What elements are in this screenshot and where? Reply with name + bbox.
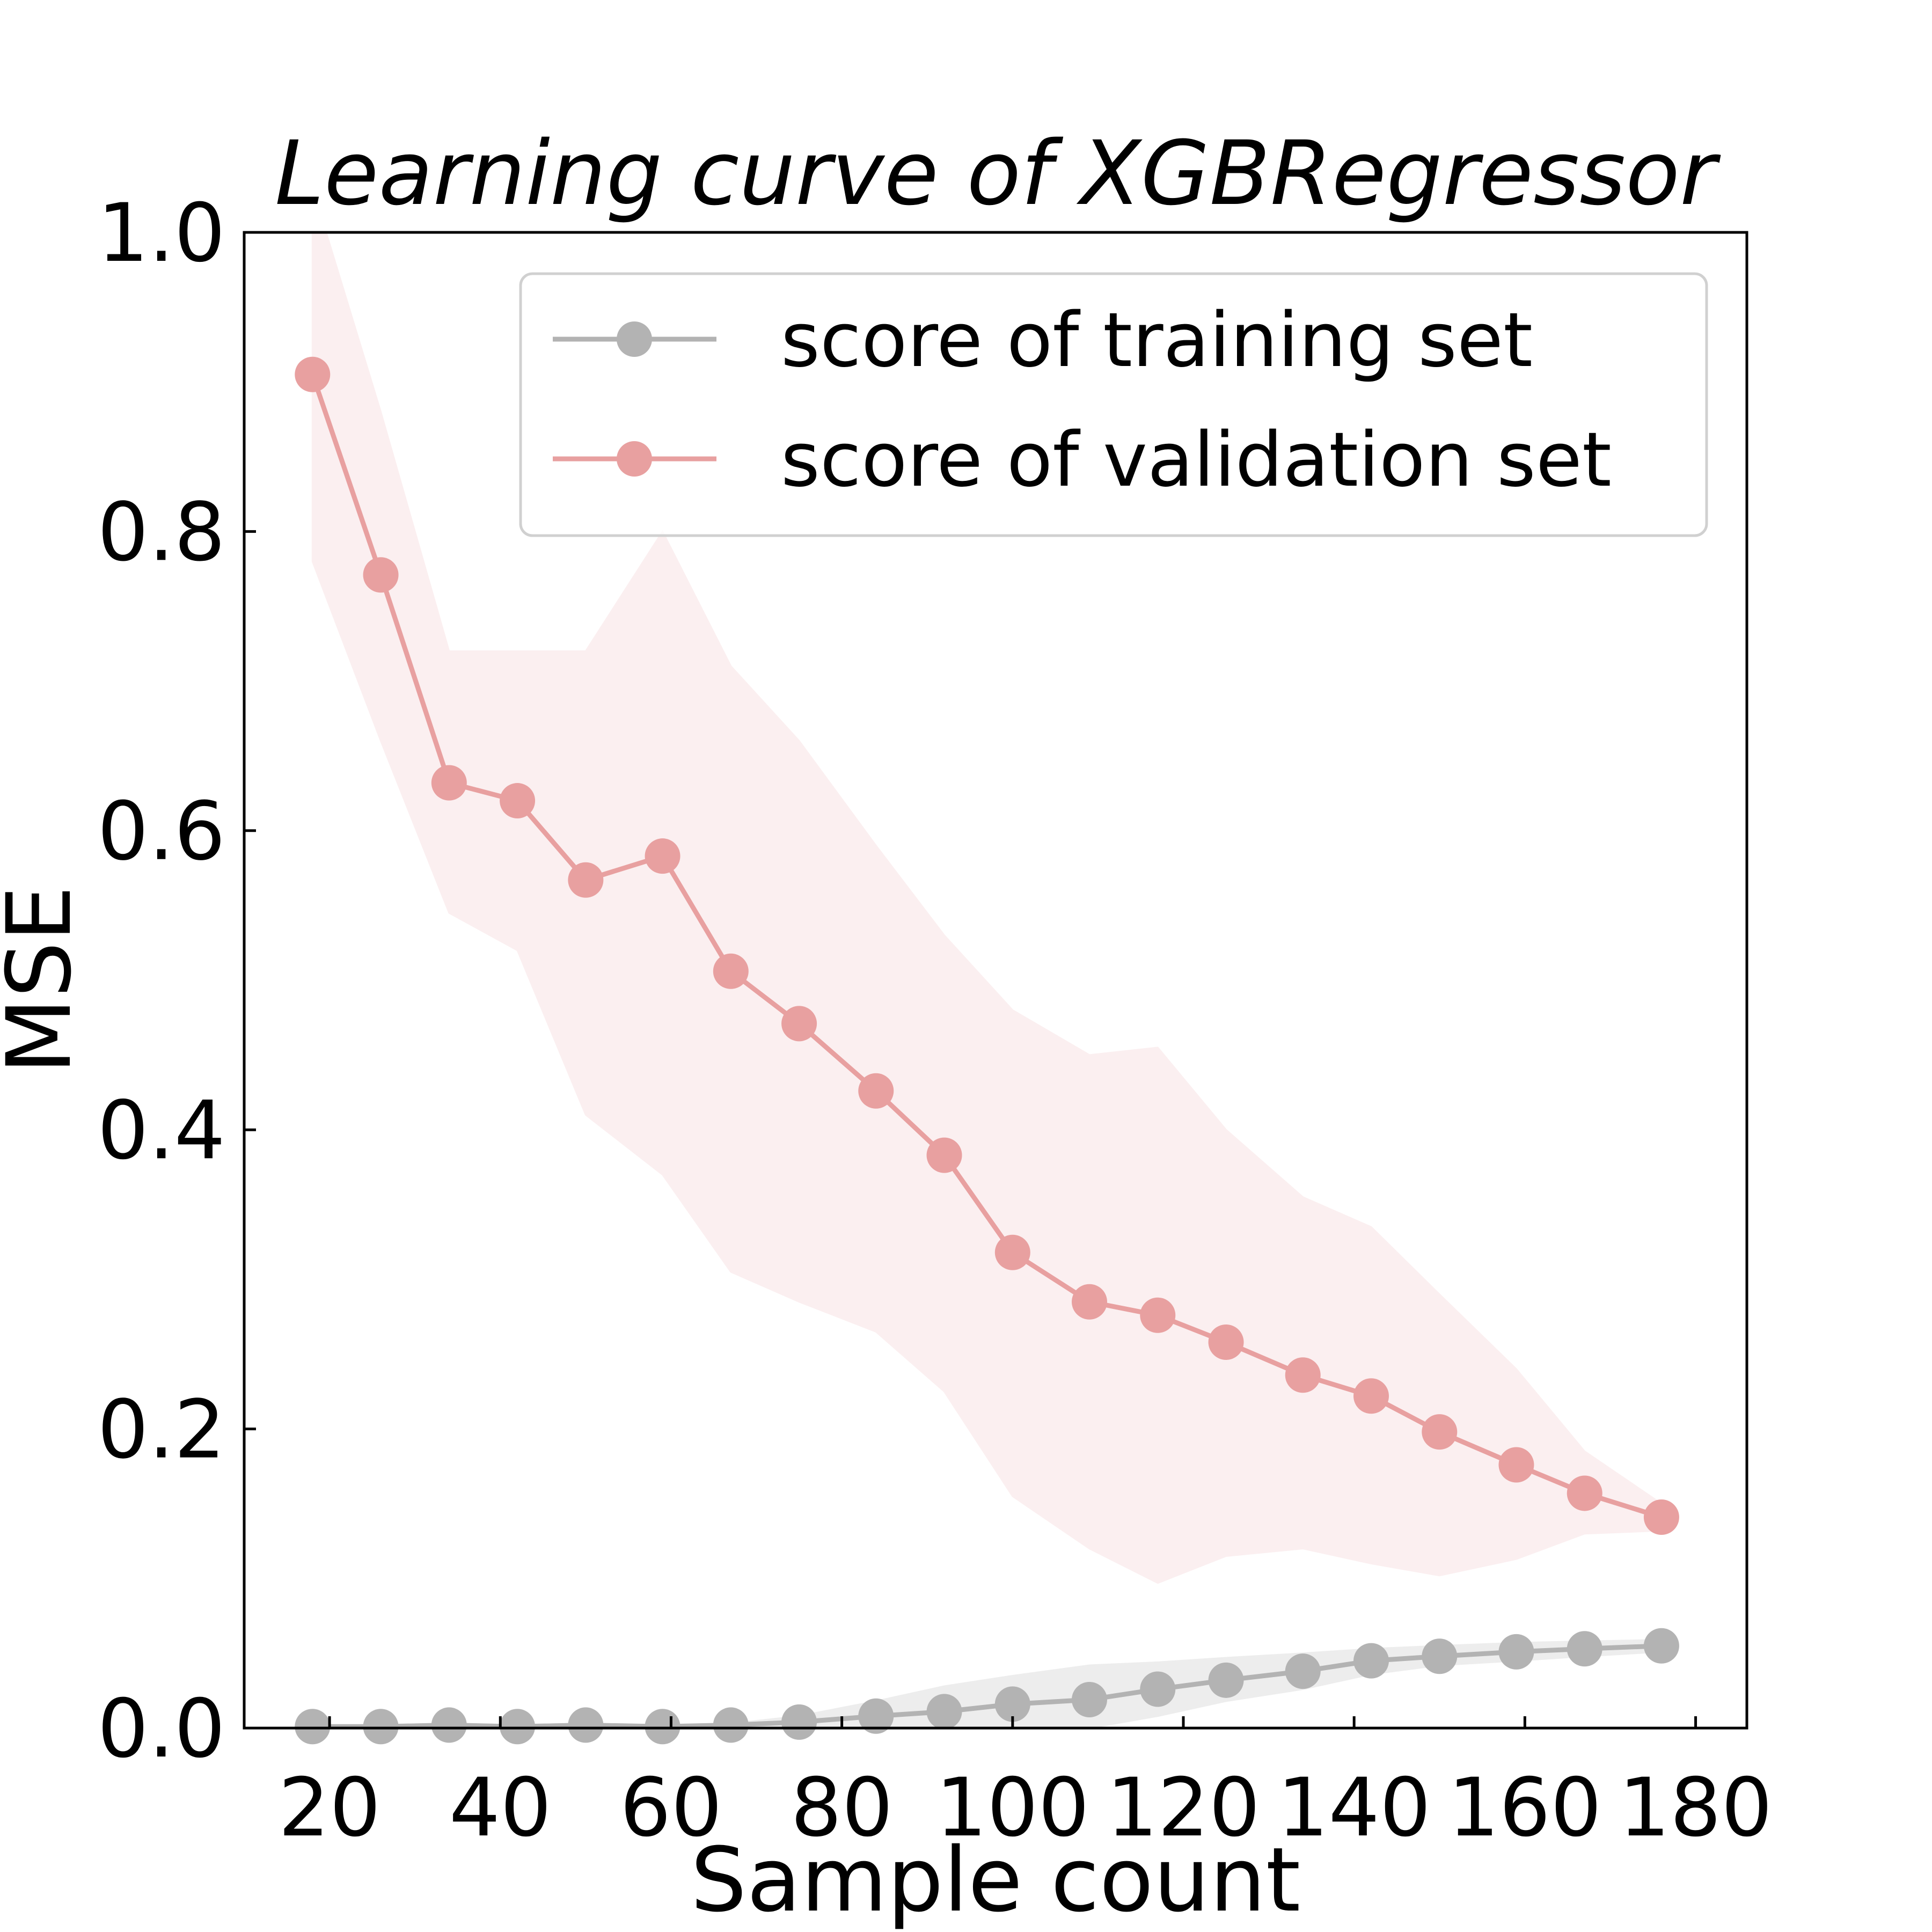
- legend-validation-marker: [617, 441, 652, 477]
- data-point-validation: [1072, 1284, 1107, 1320]
- legend-box: [519, 272, 1708, 537]
- data-point-validation: [926, 1137, 962, 1173]
- data-point-training: [713, 1707, 749, 1743]
- data-point-validation: [645, 838, 680, 874]
- data-point-training: [1208, 1662, 1244, 1698]
- data-point-training: [295, 1709, 331, 1745]
- data-point-validation: [1643, 1499, 1679, 1535]
- legend-entry-training: score of training set: [553, 297, 1533, 384]
- x-tick-label: 60: [620, 1761, 722, 1855]
- data-point-training: [858, 1698, 894, 1734]
- legend-training-marker: [617, 321, 652, 357]
- data-point-validation: [568, 862, 604, 898]
- data-point-validation: [858, 1073, 894, 1109]
- data-point-training: [1643, 1628, 1679, 1664]
- data-point-validation: [1285, 1357, 1321, 1393]
- x-tick-label: 160: [1448, 1761, 1601, 1855]
- y-tick-label: 0.8: [97, 486, 225, 579]
- x-axis-title: Sample count: [691, 1828, 1301, 1931]
- x-tick-label: 140: [1277, 1761, 1431, 1855]
- data-point-training: [1422, 1638, 1458, 1674]
- data-point-validation: [431, 765, 467, 801]
- legend: score of training set score of validatio…: [519, 272, 1708, 537]
- y-tick-label: 0.2: [97, 1384, 225, 1477]
- data-point-training: [1567, 1631, 1602, 1667]
- data-point-validation: [781, 1006, 817, 1042]
- y-tick-label: 0.0: [97, 1682, 225, 1776]
- x-tick-label: 40: [449, 1761, 552, 1855]
- legend-entry-validation: score of validation set: [553, 416, 1612, 504]
- data-point-validation: [1567, 1475, 1602, 1511]
- data-point-validation: [295, 356, 331, 392]
- data-point-training: [645, 1709, 680, 1745]
- plot-frame: [243, 231, 1748, 1730]
- data-point-training: [1353, 1643, 1389, 1679]
- data-point-training: [363, 1709, 399, 1745]
- legend-training-label: score of training set: [781, 297, 1533, 384]
- x-axis: 20 40 60 80 100 120 140 160 180: [279, 1716, 1773, 1855]
- data-point-validation: [1208, 1324, 1244, 1360]
- data-point-validation: [713, 953, 749, 989]
- data-point-validation: [1140, 1297, 1176, 1333]
- data-point-validation: [994, 1234, 1030, 1270]
- data-point-validation: [1353, 1378, 1389, 1414]
- data-point-training: [781, 1704, 817, 1740]
- plot-area: [295, 232, 1679, 1745]
- x-tick-label: 120: [1107, 1761, 1260, 1855]
- y-axis-title: MSE: [0, 885, 91, 1074]
- data-point-validation: [500, 783, 536, 819]
- y-axis: 0.0 0.2 0.4 0.6 0.8 1.0: [97, 187, 256, 1776]
- y-tick-label: 1.0: [97, 187, 225, 280]
- x-tick-label: 180: [1619, 1761, 1772, 1855]
- data-point-validation: [1498, 1447, 1534, 1483]
- data-point-training: [431, 1707, 467, 1743]
- data-point-training: [1285, 1653, 1321, 1689]
- data-point-validation: [363, 557, 399, 593]
- x-tick-label: 20: [279, 1761, 381, 1855]
- data-point-training: [1498, 1634, 1534, 1670]
- data-point-training: [1140, 1671, 1176, 1707]
- x-tick-label: 100: [936, 1761, 1089, 1855]
- data-point-training: [926, 1694, 962, 1730]
- x-tick-label: 80: [791, 1761, 893, 1855]
- data-point-training: [500, 1709, 536, 1745]
- series-markers: [295, 356, 1679, 1745]
- y-tick-label: 0.4: [97, 1084, 225, 1177]
- chart-title: Learning curve of XGBRegressor: [275, 122, 1721, 225]
- data-point-training: [568, 1707, 604, 1743]
- data-point-training: [1072, 1682, 1107, 1718]
- legend-validation-label: score of validation set: [781, 416, 1612, 504]
- data-point-training: [994, 1686, 1030, 1722]
- y-tick-label: 0.6: [97, 785, 225, 879]
- data-point-validation: [1422, 1414, 1458, 1450]
